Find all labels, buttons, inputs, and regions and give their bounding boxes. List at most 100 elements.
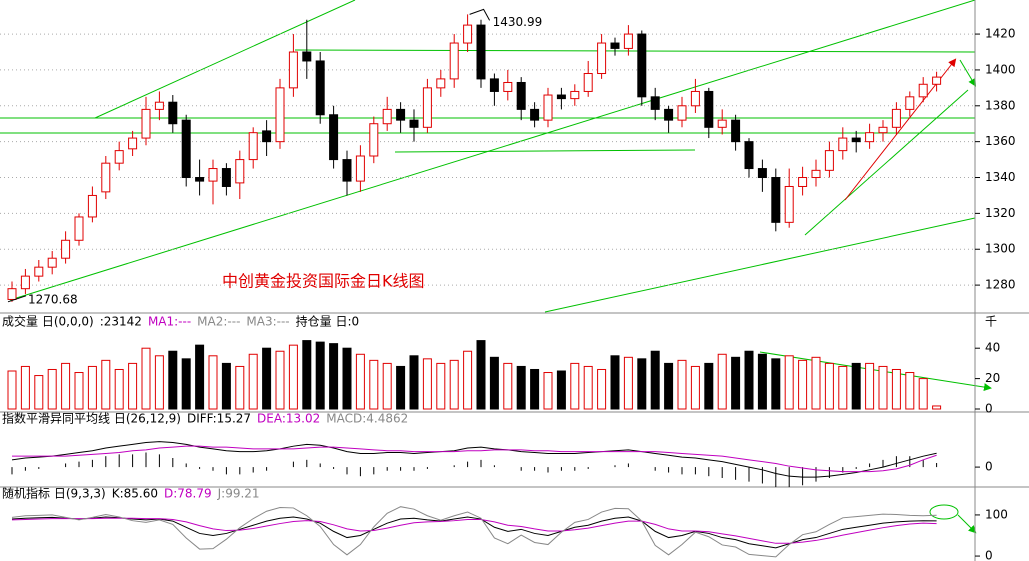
indicator-label: K:85.60	[112, 487, 158, 501]
volume-bar	[262, 347, 272, 410]
candle-body	[865, 132, 875, 143]
candle-body	[114, 150, 124, 164]
candle-body	[516, 81, 526, 110]
candle-body	[905, 96, 915, 110]
volume-bar	[34, 375, 44, 410]
volume-bar	[476, 340, 486, 410]
volume-bar	[382, 362, 392, 410]
volume-bar	[744, 350, 754, 410]
candle-body	[154, 101, 164, 110]
y-tick-label: 0	[985, 460, 993, 474]
volume-bar	[811, 356, 821, 410]
volume-bar	[436, 362, 446, 410]
volume-bar	[489, 356, 499, 410]
y-tick-label: 1340	[985, 170, 1016, 184]
candle-body	[811, 169, 821, 179]
candle-body	[717, 119, 727, 128]
candle-body	[288, 51, 298, 89]
indicator-label: D:78.79	[164, 487, 212, 501]
volume-bar	[597, 368, 607, 410]
candle-body	[101, 162, 111, 193]
candle-body	[369, 123, 379, 157]
volume-bar	[61, 362, 71, 410]
volume-bar	[302, 340, 312, 410]
candle-body	[275, 87, 285, 143]
indicator-line	[11, 441, 937, 478]
candle-body	[690, 90, 700, 107]
volume-bar	[342, 347, 352, 410]
volume-bar	[355, 353, 365, 410]
candle-body	[891, 108, 901, 128]
candle-body	[449, 42, 459, 80]
candle-body	[61, 239, 71, 259]
volume-bar	[717, 353, 727, 410]
volume-bar	[650, 350, 660, 410]
volume-bar	[757, 353, 767, 410]
candle-body	[181, 119, 191, 179]
candle-body	[436, 78, 446, 89]
candle-body	[396, 108, 406, 121]
indicator-line	[11, 506, 937, 558]
candle-body	[798, 177, 808, 187]
indicator-label: :23142	[100, 315, 142, 329]
candle-body	[543, 94, 553, 121]
indicator-label: 指数平滑异同平均线 日(26,12,9)	[2, 411, 181, 426]
volume-bar	[677, 359, 687, 410]
candle-body	[771, 177, 781, 223]
candle-body	[141, 108, 151, 139]
volume-bar	[932, 405, 942, 410]
volume-bar	[556, 370, 566, 410]
y-tick-label: 0	[985, 402, 993, 416]
candle-body	[168, 101, 178, 125]
volume-bar	[221, 362, 231, 410]
candle-body	[610, 42, 620, 49]
candle-body	[20, 275, 30, 290]
trend-lines	[0, 0, 992, 534]
volume-bar	[838, 365, 848, 410]
volume-bar	[530, 368, 540, 410]
candle-body	[503, 81, 513, 92]
candle-body	[221, 168, 231, 187]
volume-bar	[181, 358, 191, 410]
candle-body	[784, 185, 794, 223]
volume-bar	[664, 362, 674, 410]
candle-body	[677, 105, 687, 121]
volume-bar	[891, 368, 901, 410]
volume-bar	[463, 350, 473, 410]
annotation-leader	[7, 295, 27, 303]
volume-bar	[154, 355, 164, 410]
candle-body	[650, 96, 660, 110]
candle-body	[302, 51, 312, 62]
indicator-label: DEA:13.02	[257, 412, 320, 426]
volume-bar	[516, 365, 526, 410]
volume-bar	[610, 355, 620, 410]
y-tick-label: 40	[985, 341, 1000, 355]
volume-bar	[918, 378, 928, 410]
volume-bar	[409, 355, 419, 410]
candle-body	[583, 73, 593, 92]
candle-body	[128, 137, 138, 150]
candle-body	[248, 132, 258, 161]
volume-bar	[195, 344, 205, 410]
indicator-label: MA1:---	[148, 315, 191, 329]
indicator-label: MA2:---	[197, 315, 240, 329]
volume-bar	[208, 355, 218, 410]
candle-body	[597, 42, 607, 75]
volume-bar	[449, 359, 459, 410]
volume-bar	[315, 341, 325, 410]
y-tick-label: 1400	[985, 62, 1016, 76]
candle-body	[47, 257, 57, 268]
volume-bar	[288, 344, 298, 410]
volume-bar	[704, 362, 714, 410]
volume-bar	[905, 372, 915, 410]
candle-body	[918, 83, 928, 98]
volume-bar	[235, 365, 245, 410]
volume-bar	[7, 370, 17, 410]
indicator-label: 成交量 日(0,0,0)	[2, 314, 94, 329]
y-tick-label: 1360	[985, 134, 1016, 148]
candle-body	[342, 159, 352, 182]
volume-bar	[128, 362, 138, 410]
candle-body	[315, 60, 325, 116]
indicator-line	[11, 516, 937, 549]
